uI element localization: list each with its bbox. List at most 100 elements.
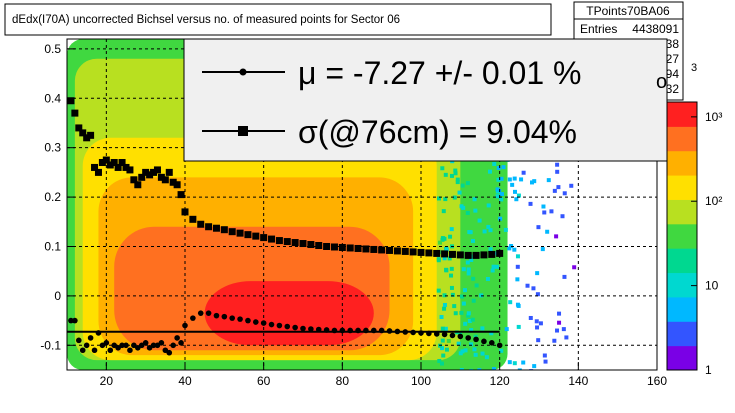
density-cell [552, 188, 557, 193]
sigma-point [378, 246, 386, 254]
density-cell [453, 168, 458, 173]
legend: μ = -7.27 +/- 0.01 % σ(@76cm) = 9.04% [183, 38, 668, 162]
density-cell [468, 230, 473, 235]
mu-point [276, 322, 283, 329]
y-tick-label: 0.1 [44, 239, 61, 253]
density-cell [515, 264, 520, 269]
mu-point [331, 327, 338, 334]
y-tick-label: -0.1 [40, 338, 61, 352]
mu-point [260, 320, 267, 326]
sigma-point [165, 168, 173, 176]
sigma-point [150, 168, 158, 176]
mu-point [76, 337, 82, 344]
color-palette: 1 10 10² 10³ [666, 101, 722, 377]
density-cell [562, 191, 567, 196]
density-cell [531, 286, 536, 291]
density-cell [469, 342, 474, 347]
sigma-point [91, 163, 99, 171]
density-cell [532, 364, 537, 369]
mu-point [119, 342, 125, 349]
mu-point [284, 323, 291, 330]
sigma-point [83, 134, 91, 142]
stats-value-entries: 4438091 [632, 22, 679, 36]
sigma-point [205, 223, 213, 231]
density-cell [569, 183, 574, 188]
x-tick-label: 120 [490, 374, 510, 388]
mu-point [150, 342, 157, 349]
density-cell [557, 311, 562, 316]
density-cell [484, 355, 489, 360]
sigma-point [130, 176, 138, 184]
density-cell [471, 276, 476, 281]
legend-marker-sigma [238, 126, 248, 136]
density-cell [442, 256, 447, 261]
palette-tick-label: 10² [705, 194, 722, 208]
sigma-point [126, 166, 134, 174]
density-cell [486, 203, 491, 208]
density-cell [542, 353, 547, 358]
density-cell [491, 367, 496, 370]
density-region [204, 281, 374, 346]
x-tick-label: 160 [647, 374, 667, 388]
density-cell [472, 347, 477, 352]
density-cell [473, 352, 478, 357]
mu-point [433, 331, 440, 337]
density-cell [530, 180, 535, 185]
x-tick-label: 100 [411, 374, 431, 388]
sigma-point [228, 228, 236, 236]
mu-point [205, 310, 212, 316]
density-cell [562, 274, 567, 279]
sigma-point [354, 244, 362, 252]
stats-box-name: TPoints70BA06 [586, 4, 670, 18]
density-cell [460, 349, 465, 354]
mu-point [87, 335, 94, 341]
mu-point [178, 340, 184, 346]
sigma-point [433, 249, 441, 257]
mu-point [174, 335, 180, 341]
density-cell [494, 264, 499, 269]
density-cell [440, 166, 445, 171]
density-cell [536, 225, 541, 230]
sigma-point [291, 239, 299, 247]
mu-point [481, 338, 487, 345]
sigma-point [456, 251, 464, 259]
mu-point [91, 347, 98, 354]
density-cell [437, 358, 442, 363]
sigma-point [472, 251, 480, 259]
clipped-fragment-o: o [656, 71, 667, 93]
y-tick-label: 0.2 [44, 190, 61, 204]
density-cell [561, 327, 566, 332]
sigma-point [153, 166, 161, 174]
density-cell [496, 165, 501, 170]
mu-point [95, 330, 102, 336]
sigma-point [252, 232, 260, 240]
palette-tick-label: 10 [705, 279, 719, 293]
sigma-point [79, 129, 87, 137]
palette-swatch [667, 296, 697, 322]
sigma-point [110, 159, 118, 167]
density-cell [438, 240, 443, 245]
palette-swatch [667, 175, 697, 200]
mu-point [127, 347, 133, 354]
mu-point [426, 330, 432, 337]
mu-point [457, 333, 464, 340]
density-cell [472, 197, 477, 202]
mu-point [107, 347, 114, 354]
palette-swatch [667, 345, 697, 371]
density-cell [534, 319, 539, 324]
density-cell [556, 185, 561, 190]
mu-point [315, 326, 322, 333]
density-cell [444, 267, 449, 272]
density-cell [525, 283, 530, 288]
mu-point [245, 317, 251, 324]
mu-point [83, 342, 90, 349]
mu-point [268, 321, 275, 328]
density-cell [463, 348, 468, 353]
density-cell [469, 257, 474, 262]
palette-swatch [667, 223, 697, 249]
legend-text-sigma: σ(@76cm) = 9.04% [298, 114, 577, 150]
density-cell [462, 288, 467, 293]
mu-point [473, 336, 479, 343]
mu-point [363, 327, 369, 334]
